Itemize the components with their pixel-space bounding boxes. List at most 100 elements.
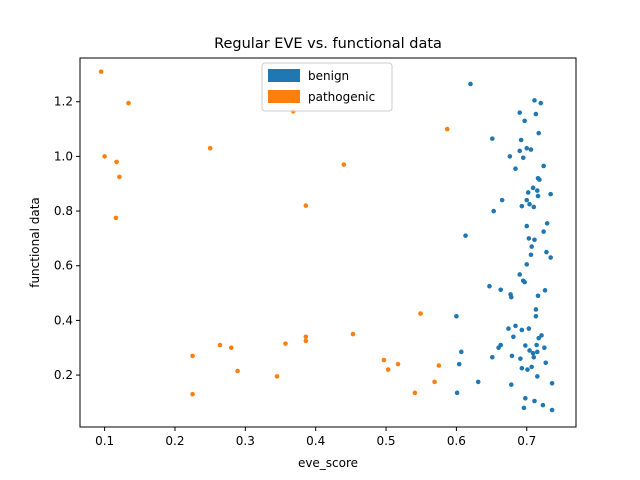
point-benign-18 bbox=[530, 185, 536, 191]
x-axis: 0.1 0.2 0.3 0.4 0.5 0.6 0.7 bbox=[95, 427, 536, 448]
point-benign-58 bbox=[536, 335, 542, 341]
point-benign-79 bbox=[508, 382, 514, 387]
point-pathogenic-11 bbox=[418, 311, 423, 316]
point-pathogenic-0 bbox=[98, 69, 104, 74]
point-benign-83 bbox=[532, 398, 537, 404]
point-benign-64 bbox=[542, 345, 547, 351]
point-benign-30 bbox=[524, 223, 530, 229]
point-benign-20 bbox=[525, 190, 531, 195]
point-benign-62 bbox=[534, 342, 539, 348]
point-benign-56 bbox=[539, 333, 544, 338]
point-benign-54 bbox=[519, 327, 525, 333]
point-benign-27 bbox=[531, 204, 537, 210]
x-tick-label: 0.6 bbox=[447, 434, 466, 448]
point-benign-15 bbox=[513, 166, 518, 171]
point-pathogenic-12 bbox=[350, 331, 356, 337]
point-benign-49 bbox=[533, 307, 539, 312]
point-benign-23 bbox=[499, 197, 505, 203]
x-tick-label: 0.4 bbox=[306, 434, 325, 448]
point-benign-76 bbox=[529, 364, 534, 370]
point-benign-5 bbox=[522, 118, 527, 124]
point-benign-8 bbox=[518, 137, 524, 143]
x-tick-label: 0.5 bbox=[376, 434, 395, 448]
point-benign-47 bbox=[535, 293, 541, 299]
point-benign-74 bbox=[519, 365, 525, 371]
point-benign-72 bbox=[456, 361, 462, 367]
point-benign-3 bbox=[517, 110, 523, 115]
point-benign-57 bbox=[511, 334, 516, 340]
point-benign-52 bbox=[513, 323, 518, 329]
point-benign-39 bbox=[524, 262, 530, 267]
point-benign-67 bbox=[459, 349, 464, 355]
point-benign-61 bbox=[523, 343, 528, 348]
legend-label-pathogenic: pathogenic bbox=[308, 90, 375, 104]
point-pathogenic-26 bbox=[190, 391, 195, 397]
point-pathogenic-14 bbox=[303, 338, 309, 344]
point-benign-82 bbox=[523, 396, 528, 401]
point-pathogenic-4 bbox=[207, 145, 213, 151]
y-axis: 0.2 0.4 0.6 0.8 1.0 1.2 bbox=[54, 95, 80, 382]
point-benign-51 bbox=[454, 314, 459, 319]
point-pathogenic-3 bbox=[444, 126, 450, 132]
point-pathogenic-16 bbox=[217, 342, 223, 348]
y-tick-label: 0.2 bbox=[54, 368, 73, 382]
point-pathogenic-1 bbox=[126, 100, 131, 106]
point-pathogenic-15 bbox=[283, 341, 288, 346]
point-pathogenic-13 bbox=[303, 334, 309, 340]
point-benign-19 bbox=[535, 188, 540, 193]
legend-label-benign: benign bbox=[308, 69, 349, 83]
point-benign-37 bbox=[528, 252, 534, 258]
point-pathogenic-25 bbox=[432, 379, 437, 385]
point-benign-10 bbox=[528, 147, 534, 152]
point-benign-28 bbox=[491, 208, 496, 214]
point-benign-60 bbox=[496, 345, 501, 351]
point-benign-33 bbox=[526, 236, 532, 241]
point-pathogenic-22 bbox=[385, 367, 391, 372]
point-benign-36 bbox=[544, 249, 549, 255]
y-axis-label: functional data bbox=[28, 197, 42, 288]
point-benign-65 bbox=[530, 350, 536, 356]
point-pathogenic-21 bbox=[436, 363, 442, 368]
point-benign-81 bbox=[454, 390, 460, 396]
point-benign-32 bbox=[463, 233, 468, 238]
point-benign-0 bbox=[468, 81, 473, 87]
point-benign-38 bbox=[548, 255, 553, 260]
point-benign-7 bbox=[489, 136, 495, 141]
point-pathogenic-17 bbox=[228, 345, 234, 351]
chart-title: Regular EVE vs. functional data bbox=[214, 36, 442, 52]
x-tick-label: 0.3 bbox=[236, 434, 255, 448]
point-pathogenic-19 bbox=[381, 357, 387, 363]
point-benign-48 bbox=[508, 294, 514, 300]
point-benign-40 bbox=[517, 272, 523, 277]
point-benign-14 bbox=[541, 163, 546, 169]
point-benign-12 bbox=[507, 154, 513, 159]
legend-swatch-pathogenic bbox=[268, 90, 300, 103]
legend: benign pathogenic bbox=[261, 62, 393, 112]
point-benign-80 bbox=[549, 380, 555, 386]
x-tick-label: 0.1 bbox=[95, 434, 114, 448]
point-pathogenic-18 bbox=[190, 353, 195, 359]
point-benign-77 bbox=[535, 374, 540, 379]
y-tick-label: 0.8 bbox=[54, 204, 73, 218]
point-benign-31 bbox=[541, 229, 546, 234]
point-benign-63 bbox=[527, 348, 532, 353]
point-benign-68 bbox=[509, 353, 515, 359]
point-pathogenic-7 bbox=[341, 162, 347, 167]
point-benign-11 bbox=[517, 148, 523, 154]
point-benign-1 bbox=[532, 98, 537, 103]
point-benign-35 bbox=[529, 244, 534, 249]
point-benign-42 bbox=[522, 279, 527, 285]
point-pathogenic-23 bbox=[235, 368, 240, 374]
point-benign-50 bbox=[533, 314, 539, 319]
point-benign-66 bbox=[535, 349, 540, 355]
point-benign-9 bbox=[524, 145, 530, 151]
point-benign-4 bbox=[533, 111, 539, 117]
x-tick-label: 0.2 bbox=[165, 434, 184, 448]
point-benign-2 bbox=[538, 100, 544, 106]
point-benign-29 bbox=[544, 221, 550, 226]
point-benign-43 bbox=[487, 283, 492, 289]
point-pathogenic-8 bbox=[117, 174, 122, 180]
point-benign-34 bbox=[532, 237, 537, 243]
